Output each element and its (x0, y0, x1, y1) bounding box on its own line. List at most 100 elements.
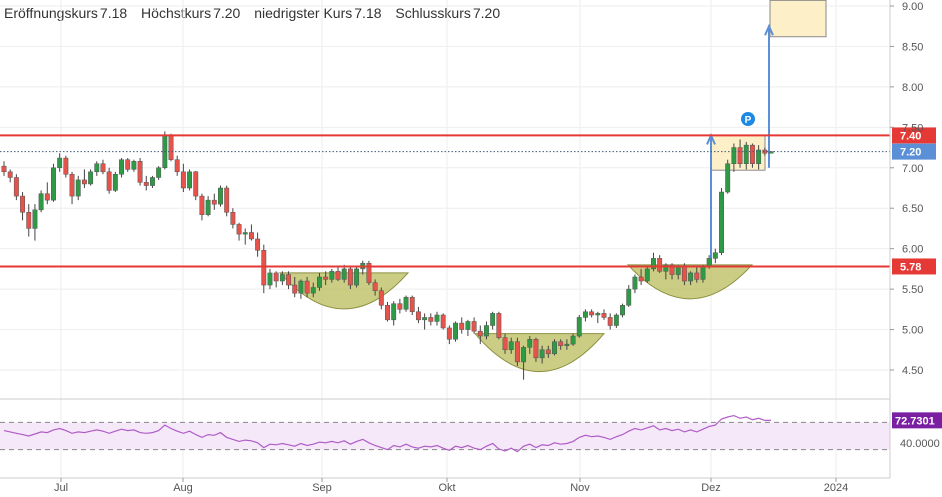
candle-104 (644, 268, 650, 282)
cup-shape-2 (473, 333, 606, 373)
target-box (769, 0, 827, 38)
candle-21 (131, 161, 137, 170)
candle-90 (558, 341, 564, 346)
close-value: 7.20 (472, 5, 501, 21)
candle-51 (317, 276, 322, 288)
candle-67 (415, 311, 421, 321)
candle-52 (323, 276, 329, 280)
price-tick-label-5: 6.50 (902, 203, 923, 215)
candle-79 (490, 313, 496, 326)
current-price-label: 7.20 (900, 147, 921, 159)
pattern-marker-label: P (745, 115, 752, 126)
candle-57 (354, 268, 360, 286)
candle-53 (329, 271, 335, 280)
candle-31 (193, 171, 199, 197)
pattern-overlays (278, 0, 827, 373)
candle-34 (211, 199, 217, 205)
candle-99 (613, 314, 619, 326)
price-tick-label-1: 8.50 (902, 41, 923, 53)
candle-23 (143, 182, 149, 186)
candle-115 (712, 252, 718, 259)
candle-47 (292, 284, 298, 294)
candle-22 (137, 161, 143, 183)
level-label-1: 5.78 (900, 261, 921, 273)
candle-111 (688, 272, 694, 282)
candle-7 (44, 193, 50, 201)
time-tick-label-4: Nov (570, 482, 590, 494)
candle-37 (230, 212, 236, 225)
level-tag-1 (892, 258, 936, 275)
candle-62 (385, 305, 390, 321)
price-tick-label-2: 8.00 (902, 82, 923, 94)
candle-106 (657, 258, 663, 272)
candle-13 (81, 179, 87, 185)
rsi-tick-label-0: 40.0000 (900, 438, 940, 450)
levels: 7.40 5.78 7.20 P (0, 112, 936, 275)
candle-9 (57, 157, 63, 169)
candle-100 (620, 305, 625, 316)
candle-66 (409, 296, 415, 313)
candle-89 (552, 341, 557, 355)
candle-81 (502, 337, 508, 351)
candle-12 (75, 179, 81, 197)
time-tick-label-0: Jul (54, 482, 68, 494)
candle-122 (756, 149, 762, 164)
candle-3 (20, 195, 26, 213)
candle-80 (496, 313, 502, 338)
price-tick-label-4: 7.00 (902, 163, 923, 175)
candle-33 (205, 199, 211, 215)
candle-25 (156, 167, 162, 178)
candle-56 (347, 268, 353, 286)
candle-19 (119, 159, 124, 175)
close-label: Schlusskurs (395, 5, 471, 21)
candle-60 (372, 282, 378, 291)
price-tick-label-3: 7.50 (902, 122, 923, 134)
candle-6 (38, 193, 44, 211)
candle-95 (589, 311, 595, 316)
candle-91 (564, 343, 570, 346)
candle-43 (267, 272, 273, 286)
axes: 9.00 8.50 8.00 7.50 7.00 6.50 6.00 5.50 5.00 4.50… (0, 0, 923, 494)
candle-42 (261, 250, 267, 286)
candle-65 (403, 296, 409, 310)
high-label: Höchstkurs (141, 5, 212, 21)
low-label: niedrigster Kurs (254, 5, 353, 21)
candle-18 (112, 173, 118, 191)
candle-50 (310, 287, 316, 294)
time-tick-label-3: Okt (438, 482, 455, 494)
candle-93 (576, 317, 582, 337)
candle-35 (218, 187, 223, 205)
pattern-marker-badge (741, 112, 755, 126)
time-tick-label-5: Dez (701, 482, 721, 494)
candle-92 (570, 335, 576, 345)
candle-11 (69, 173, 75, 197)
candle-112 (694, 272, 700, 280)
candle-59 (366, 262, 372, 283)
candle-10 (63, 157, 69, 175)
candle-0 (1, 165, 7, 173)
candle-45 (279, 274, 285, 282)
candle-103 (638, 276, 644, 282)
low-value: 7.18 (354, 5, 382, 21)
price-tick-label-0: 9.00 (902, 1, 923, 13)
candle-72 (446, 327, 452, 340)
candle-64 (397, 303, 403, 310)
price-tick-label-9: 4.50 (902, 365, 923, 377)
candle-77 (477, 330, 483, 337)
candle-15 (94, 163, 100, 173)
candle-108 (669, 264, 675, 275)
candle-88 (545, 349, 551, 355)
candle-96 (595, 313, 601, 316)
candle-117 (725, 163, 731, 193)
rsi-value-label: 72.7301 (895, 415, 935, 427)
candle-38 (236, 224, 242, 235)
candle-5 (32, 209, 38, 229)
candle-36 (224, 187, 230, 213)
candle-121 (749, 144, 755, 164)
candle-16 (100, 163, 106, 173)
candle-2 (13, 177, 19, 197)
candle-82 (508, 341, 514, 351)
rsi-value-tag (892, 412, 942, 429)
rsi-line (3, 414, 771, 453)
